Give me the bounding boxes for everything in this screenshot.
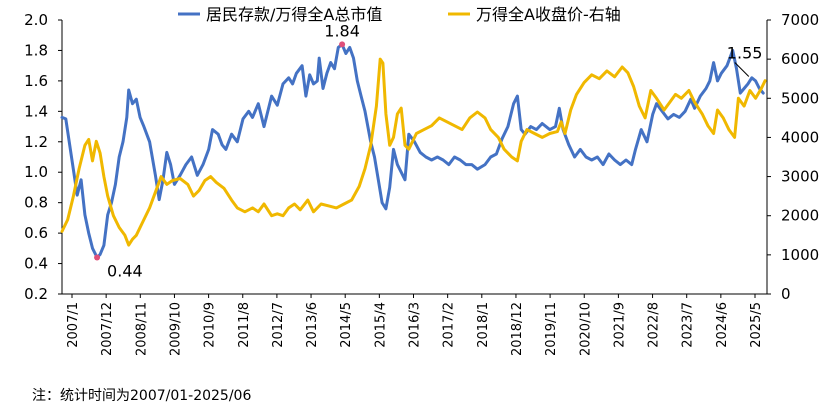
y-left-tick-label: 0.8 bbox=[24, 194, 48, 212]
x-tick-label: 2019/11 bbox=[544, 302, 559, 356]
x-tick-label: 2022/8 bbox=[647, 302, 662, 348]
y-right-tick-label: 2000 bbox=[781, 207, 819, 225]
x-tick-label: 2008/11 bbox=[134, 302, 149, 356]
x-tick-label: 2023/7 bbox=[681, 302, 696, 348]
y-right-tick-label: 7000 bbox=[781, 11, 819, 29]
axes bbox=[58, 19, 771, 298]
y-left-tick-label: 0.2 bbox=[24, 285, 48, 303]
y-right-tick-label: 6000 bbox=[781, 50, 819, 68]
x-tick-label: 2018/12 bbox=[510, 302, 525, 356]
x-tick-label: 2016/3 bbox=[408, 302, 423, 348]
annotation-label-max: 1.84 bbox=[324, 21, 360, 40]
y-right-tick-label: 1000 bbox=[781, 246, 819, 264]
y-left-tick-label: 2.0 bbox=[24, 11, 48, 29]
y-left-tick-label: 1.0 bbox=[24, 163, 48, 181]
series-line-ratio bbox=[60, 42, 765, 259]
y-left-tick-label: 0.6 bbox=[24, 224, 48, 242]
annotation-marker bbox=[94, 254, 101, 261]
x-tick-label: 2017/2 bbox=[442, 302, 457, 348]
x-tick-label: 2014/5 bbox=[339, 302, 354, 348]
y-left-tick-label: 0.4 bbox=[24, 255, 48, 273]
annotation-leader bbox=[734, 62, 750, 77]
x-tick-label: 2015/4 bbox=[373, 302, 388, 348]
series-layer bbox=[60, 42, 767, 259]
x-tick-label: 2011/8 bbox=[237, 302, 252, 348]
y-right-tick-label: 4000 bbox=[781, 128, 819, 146]
x-tick-label: 2009/10 bbox=[168, 302, 183, 356]
annotation-marker bbox=[339, 41, 346, 48]
series-line-index bbox=[60, 57, 767, 247]
x-tick-label: 2007/12 bbox=[100, 302, 115, 356]
annotation-label-min: 0.44 bbox=[107, 261, 143, 280]
y-right-tick-label: 0 bbox=[781, 285, 791, 303]
y-right-tick-label: 3000 bbox=[781, 168, 819, 186]
x-tick-label: 2010/9 bbox=[203, 302, 218, 348]
x-tick-label: 2021/9 bbox=[612, 302, 627, 348]
legend-label-index: 万得全A收盘价-右轴 bbox=[476, 5, 621, 24]
x-tick-label: 2013/6 bbox=[305, 302, 320, 348]
legend-label-ratio: 居民存款/万得全A总市值 bbox=[206, 5, 382, 24]
y-left-tick-label: 1.6 bbox=[24, 72, 48, 90]
labels-layer: 2.0 1.8 1.6 1.4 1.2 1.0 0.8 0.6 0.4 0.2 7000 6000 50… bbox=[24, 5, 819, 356]
y-left-tick-label: 1.8 bbox=[24, 41, 48, 59]
y-left-tick-label: 1.4 bbox=[24, 102, 48, 120]
x-tick-label: 2025/5 bbox=[749, 302, 764, 348]
x-tick-label: 2007/1 bbox=[66, 302, 81, 348]
x-tick-label: 2012/7 bbox=[271, 302, 286, 348]
x-tick-label: 2018/1 bbox=[476, 302, 491, 348]
x-tick-label: 2020/10 bbox=[578, 302, 593, 356]
annotation-label-latest: 1.55 bbox=[727, 44, 763, 63]
footnote: 注：统计时间为2007/01-2025/06 bbox=[32, 388, 252, 404]
y-left-tick-label: 1.2 bbox=[24, 133, 48, 151]
y-right-tick-label: 5000 bbox=[781, 89, 819, 107]
x-tick-label: 2024/6 bbox=[715, 302, 730, 348]
